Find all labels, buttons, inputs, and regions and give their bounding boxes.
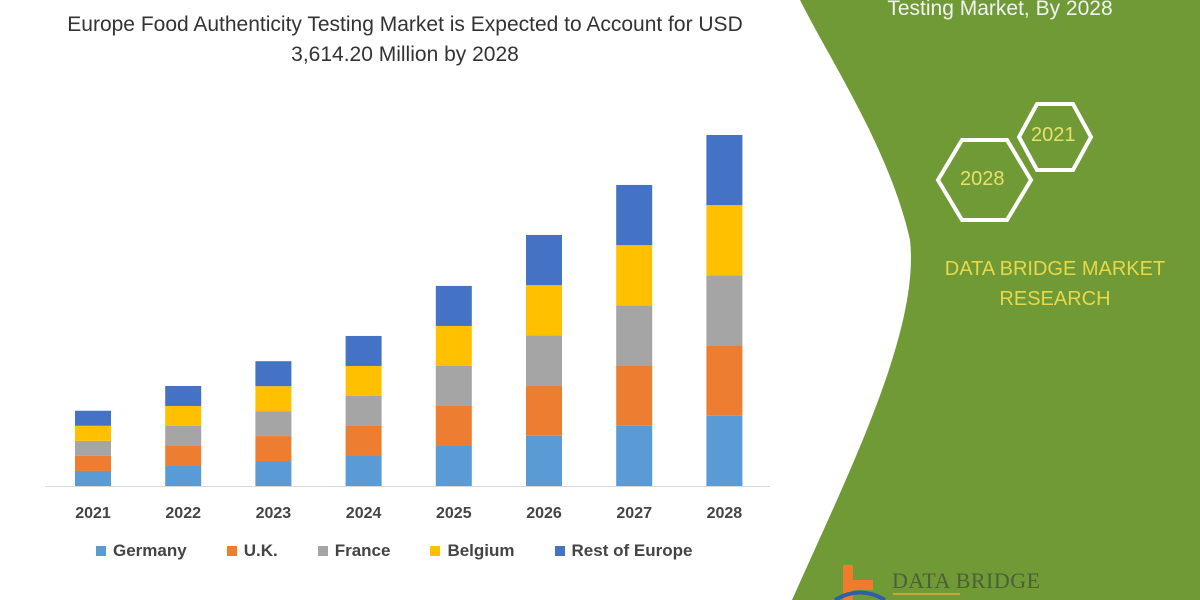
bar-segment-france-2027 <box>616 305 653 366</box>
logo-text: DATA BRIDGE <box>892 568 1041 593</box>
legend-label: Belgium <box>447 541 515 560</box>
bar-segment-belgium-2025 <box>435 325 472 366</box>
bar-segment-germany-2022 <box>165 465 202 486</box>
bar-segment-france-2022 <box>165 425 202 446</box>
logo-icon <box>833 565 887 600</box>
bar-segment-rest-of-europe-2022 <box>165 385 202 406</box>
legend: Germany U.K. France Belgium Rest of Europe <box>96 541 732 561</box>
bar-segment-rest-of-europe-2023 <box>255 361 292 387</box>
bar-segment-germany-2026 <box>526 435 562 486</box>
bar-segment-germany-2028 <box>706 415 743 486</box>
bar-segment-rest-of-europe-2025 <box>435 285 472 326</box>
legend-label: U.K. <box>243 541 278 560</box>
bar-segment-belgium-2026 <box>526 285 562 336</box>
x-tick-label-2021: 2021 <box>75 505 111 522</box>
bar-segment-rest-of-europe-2028 <box>706 135 743 206</box>
legend-swatch <box>554 546 565 556</box>
legend-label: Rest of Europe <box>571 541 693 560</box>
bar-segment-u-k--2024 <box>345 425 382 456</box>
legend-item: Rest of Europe <box>554 541 693 561</box>
x-tick-label-2027: 2027 <box>616 505 652 522</box>
bar-segment-france-2021 <box>75 440 111 456</box>
bar-segment-germany-2023 <box>255 461 292 486</box>
bar-segment-germany-2025 <box>435 445 472 486</box>
bar-segment-belgium-2021 <box>75 425 111 441</box>
bar-segment-u-k--2027 <box>616 365 653 426</box>
legend-label: Germany <box>113 541 187 560</box>
bar-segment-rest-of-europe-2027 <box>616 184 653 246</box>
bar-segment-belgium-2024 <box>345 365 382 396</box>
legend-swatch <box>317 546 328 556</box>
x-tick-label-2026: 2026 <box>526 505 562 522</box>
x-tick-label-2023: 2023 <box>256 505 292 522</box>
bar-segment-u-k--2023 <box>255 436 292 462</box>
x-tick-label-2028: 2028 <box>707 505 743 522</box>
bar-segment-rest-of-europe-2024 <box>345 335 382 366</box>
chart-title: Europe Food Authenticity Testing Market … <box>67 13 743 66</box>
bar-segment-germany-2024 <box>345 455 382 486</box>
legend-item: France <box>317 541 391 561</box>
bar-segment-belgium-2023 <box>255 386 292 412</box>
hex-label-2028: 2028 <box>960 168 1005 190</box>
bar-segment-u-k--2022 <box>165 445 202 466</box>
legend-swatch <box>226 546 237 556</box>
bar-segment-france-2028 <box>706 275 743 346</box>
bar-segment-belgium-2027 <box>616 245 653 306</box>
bar-segment-france-2023 <box>255 411 292 437</box>
legend-item: Germany <box>96 541 187 561</box>
hex-label-2021: 2021 <box>1031 124 1076 146</box>
legend-item: Belgium <box>430 541 515 561</box>
x-tick-label-2022: 2022 <box>165 505 201 522</box>
brand-text: DATA BRIDGE MARKET RESEARCH <box>944 258 1166 310</box>
stacked-bar-chart: 2021 2022 2023 2024 2025 2026 2027 2028 <box>45 135 770 522</box>
bar-segment-rest-of-europe-2026 <box>526 234 562 286</box>
bar-segment-france-2024 <box>345 395 382 426</box>
bar-segment-france-2026 <box>526 335 562 386</box>
bar-segment-germany-2027 <box>616 425 653 486</box>
side-panel-title: Testing Market, By 2028 <box>887 0 1113 20</box>
x-tick-label-2024: 2024 <box>346 505 382 522</box>
bar-segment-u-k--2028 <box>706 345 743 416</box>
legend-swatch <box>430 546 441 556</box>
bar-segment-u-k--2021 <box>75 455 111 471</box>
x-tick-label-2025: 2025 <box>436 505 472 522</box>
hexagon-2021 <box>1016 102 1094 172</box>
bar-segment-belgium-2028 <box>706 205 743 276</box>
legend-label: France <box>334 541 391 560</box>
bar-segment-u-k--2026 <box>526 385 562 436</box>
bar-segment-germany-2021 <box>75 470 111 486</box>
green-side-panel <box>792 0 1200 600</box>
hexagon-2028 <box>935 138 1034 222</box>
legend-swatch <box>96 546 106 556</box>
bar-segment-u-k--2025 <box>435 405 472 446</box>
bar-segment-france-2025 <box>435 365 472 406</box>
legend-item: U.K. <box>226 541 278 561</box>
bar-segment-rest-of-europe-2021 <box>75 410 111 426</box>
bar-segment-belgium-2022 <box>165 405 202 426</box>
